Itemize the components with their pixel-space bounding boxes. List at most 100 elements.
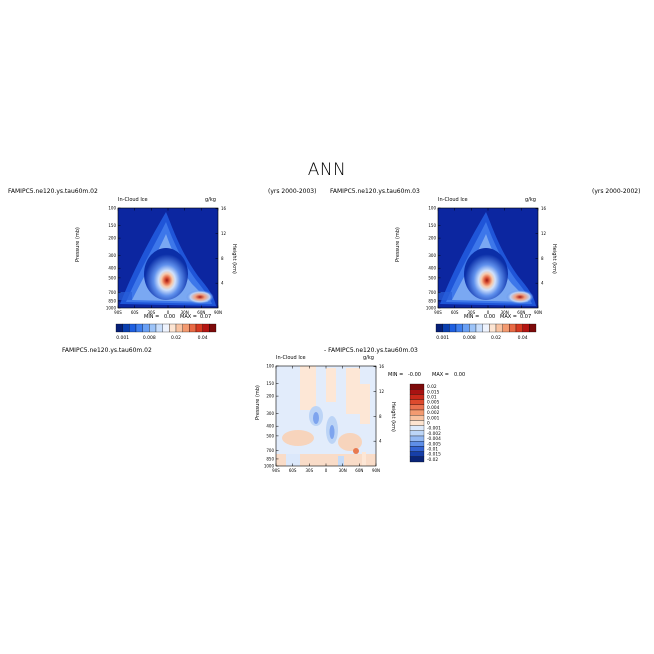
y2-tick-label: 8 [379,414,382,419]
colorbar-label: -0.02 [427,457,438,463]
panel2-years: (yrs 2000-2002) [592,188,641,195]
y-tick-label: 1000 [264,463,275,468]
colorbar-label: 0.008 [143,335,156,341]
x-tick-label: 30S [468,310,476,315]
colorbar-swatch [469,323,477,333]
colorbar-swatch [475,323,483,333]
y-tick-label: 300 [108,253,116,258]
panel3-units: g/kg [363,355,374,361]
panel1-units: g/kg [205,197,216,203]
panel1-ylabel: Pressure (mb) [75,227,81,262]
x-tick-label: 0 [325,468,328,473]
y-tick-label: 500 [266,433,274,438]
y-tick-label: 100 [266,363,274,368]
panel1-colorbar: 0.001 0.008 0.02 0.04 [115,323,217,341]
colorbar-label: 0.001 [116,335,129,341]
panel2-plot: 90S 60S 30S 0 30N 60N 90N 100 150 200 300 400 500 700… [426,205,547,315]
panel3-diff-label: - FAMIPC5.ne120.ys.tau60m.03 [324,347,418,354]
x-tick-label: 30S [148,310,156,315]
colorbar-swatch [409,399,425,405]
colorbar-swatch [509,323,517,333]
y-tick-label: 150 [108,223,116,228]
panel1-min-label: MIN = [144,314,160,320]
colorbar-swatch [115,323,123,333]
colorbar-swatch [482,323,490,333]
colorbar-swatch [409,389,425,395]
colorbar-label: -0.002 [427,431,441,437]
colorbar-swatch [189,323,197,333]
y-tick-label: 850 [428,298,436,303]
y2-tick-label: 12 [541,231,547,236]
colorbar-label: 0.02 [427,384,437,390]
colorbar-label: -0.001 [427,426,441,432]
y-tick-label: 850 [266,456,274,461]
x-tick-label: 90N [214,310,222,315]
colorbar-swatch [529,323,537,333]
panel3-field: In-Cloud Ice [276,355,306,361]
panel1-max-label: MAX = [180,314,197,320]
colorbar-label: 0.02 [171,335,181,341]
panel1-y2label: Height (km) [231,244,237,274]
panel2-max-value: 0.07 [520,314,532,320]
y-tick-label: 500 [108,275,116,280]
y-tick-label: 1000 [106,305,117,310]
colorbar-swatch [502,323,510,333]
x-tick-label: 0 [167,310,170,315]
y-tick-label: 300 [266,411,274,416]
panel3-y2label: Height (km) [390,402,396,432]
y2-tick-label: 4 [221,281,224,286]
colorbar-label: -0.005 [427,441,441,447]
colorbar-swatch [435,323,443,333]
y2-tick-label: 4 [379,439,382,444]
colorbar-swatch [409,409,425,416]
panel1-plot: 90S 60S 30S 0 30N 60N 90N 100 150 200 300 400 500 700… [106,205,227,315]
y-tick-label: 100 [108,205,116,210]
y-tick-label: 700 [428,290,436,295]
colorbar-swatch [449,323,457,333]
panel1-field: In-Cloud Ice [118,197,148,203]
colorbar-label: -0.015 [427,452,441,458]
panel3-plot: 90S 60S 30S 0 30N 60N 90N 100 150 200 300 400 500 700… [264,363,385,473]
panel2-field: In-Cloud Ice [438,197,468,203]
colorbar-label: 0.001 [427,415,440,421]
colorbar-swatch [409,430,425,437]
colorbar-swatch [122,323,130,333]
x-tick-label: 0 [487,310,490,315]
panel2-max-label: MAX = [500,314,517,320]
colorbar-swatch [149,323,157,333]
colorbar-swatch [409,451,425,457]
y-tick-label: 150 [266,381,274,386]
y-tick-label: 400 [266,424,274,429]
panel2-units: g/kg [525,197,536,203]
y-tick-label: 400 [108,266,116,271]
colorbar-label: -0.01 [427,447,438,453]
panel3-max-value: 0.00 [454,372,466,378]
colorbar-swatch [129,323,137,333]
colorbar-swatch [409,383,425,390]
y-tick-label: 1000 [426,305,437,310]
x-tick-label: 60N [517,310,525,315]
colorbar-swatch [162,323,170,333]
colorbar-swatch [442,323,450,333]
x-tick-label: 90S [434,310,442,315]
colorbar-label: 0.002 [427,410,440,416]
x-tick-label: 90N [534,310,542,315]
x-tick-label: 30N [181,310,189,315]
y2-tick-label: 16 [221,206,227,211]
y-tick-label: 850 [108,298,116,303]
x-tick-label: 90S [114,310,122,315]
x-tick-label: 60S [451,310,459,315]
y-tick-label: 700 [266,448,274,453]
colorbar-label: 0 [427,421,430,427]
y2-tick-label: 16 [541,206,547,211]
panel3-colorbar: 0.020.0150.010.0050.0040.0020.0010-0.001… [409,383,441,463]
y-tick-label: 200 [266,394,274,399]
y-tick-label: 100 [428,205,436,210]
panel2-min-label: MIN = [464,314,480,320]
colorbar-swatch [169,323,177,333]
colorbar-swatch [135,323,143,333]
colorbar-swatch [175,323,183,333]
colorbar-swatch [182,323,190,333]
colorbar-label: 0.04 [198,335,208,341]
colorbar-swatch [409,456,425,463]
